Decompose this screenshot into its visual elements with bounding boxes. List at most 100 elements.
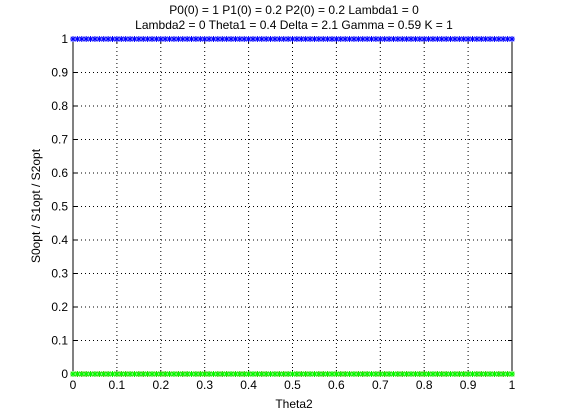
data-point-marker [105, 371, 112, 377]
y-tick-label: 0.7 [51, 133, 68, 147]
marker-stroke [382, 371, 388, 377]
marker-stroke [259, 36, 265, 42]
y-tick-label: 0.1 [51, 334, 68, 348]
marker-stroke [408, 371, 414, 377]
data-point-marker [447, 371, 454, 377]
data-point-marker [324, 371, 331, 377]
marker-stroke [145, 371, 151, 377]
marker-stroke [487, 371, 493, 377]
marker-stroke [184, 36, 190, 42]
marker-stroke [158, 36, 164, 42]
marker-stroke [325, 36, 331, 42]
data-point-marker [214, 371, 221, 377]
data-point-marker [280, 371, 287, 377]
marker-stroke [395, 36, 401, 42]
marker-stroke [311, 371, 318, 377]
y-tick-label: 0.5 [51, 200, 68, 214]
marker-stroke [87, 36, 94, 42]
marker-stroke [250, 371, 256, 377]
marker-stroke [140, 36, 146, 42]
marker-stroke [483, 371, 489, 377]
marker-stroke [202, 36, 208, 42]
marker-stroke [368, 36, 375, 42]
marker-stroke [206, 371, 212, 377]
marker-stroke [175, 371, 181, 377]
marker-stroke [276, 371, 282, 377]
marker-stroke [140, 371, 146, 377]
marker-stroke [355, 371, 361, 377]
y-tick-label: 0 [61, 367, 68, 381]
data-point-marker [399, 371, 406, 377]
marker-stroke [105, 36, 111, 42]
marker-stroke [307, 36, 313, 42]
marker-stroke [197, 371, 203, 377]
marker-stroke [70, 36, 76, 42]
marker-stroke [166, 36, 173, 42]
marker-stroke [254, 371, 260, 377]
marker-stroke [430, 371, 436, 377]
marker-stroke [430, 36, 436, 42]
x-tick-label: 0 [70, 378, 77, 392]
marker-stroke [404, 371, 410, 377]
marker-stroke [96, 36, 102, 42]
marker-stroke [469, 36, 476, 42]
marker-stroke [351, 371, 357, 377]
marker-stroke [79, 36, 85, 42]
chart-title-line-2: Lambda2 = 0 Theta1 = 0.4 Delta = 2.1 Gam… [135, 18, 453, 32]
marker-stroke [461, 36, 467, 42]
data-point-marker [487, 371, 494, 377]
chart-title-line-1: P0(0) = 1 P1(0) = 0.2 P2(0) = 0.2 Lambda… [169, 3, 419, 17]
marker-stroke [478, 371, 484, 377]
data-point-marker [509, 36, 515, 42]
marker-stroke [456, 371, 462, 377]
data-point-marker [460, 371, 467, 377]
x-tick-label: 0.6 [328, 378, 345, 392]
data-point-marker [346, 371, 353, 377]
marker-stroke [452, 36, 458, 42]
marker-stroke [228, 371, 234, 377]
x-tick-label: 0.5 [284, 378, 301, 392]
marker-stroke [149, 36, 155, 42]
marker-stroke [399, 371, 405, 377]
marker-stroke [171, 36, 177, 42]
marker-stroke [338, 36, 344, 42]
marker-stroke [474, 371, 480, 377]
marker-stroke [224, 371, 230, 377]
marker-stroke [382, 36, 388, 42]
marker-stroke [114, 36, 120, 42]
marker-stroke [96, 371, 102, 377]
marker-stroke [74, 36, 80, 42]
data-point-marker [285, 371, 292, 377]
data-point-marker [118, 371, 125, 377]
marker-stroke [434, 371, 440, 377]
marker-stroke [153, 371, 160, 377]
x-tick-label: 1 [509, 378, 516, 392]
marker-stroke [241, 36, 247, 42]
marker-stroke [166, 371, 173, 377]
marker-stroke [289, 36, 296, 42]
marker-stroke [417, 371, 423, 377]
marker-stroke [509, 371, 515, 377]
data-point-marker [197, 371, 204, 377]
data-point-marker [78, 36, 85, 42]
data-point-marker [109, 371, 116, 377]
data-point-marker [333, 36, 340, 42]
data-point-marker [460, 36, 467, 42]
marker-stroke [188, 371, 195, 377]
data-point-marker [140, 36, 147, 42]
marker-stroke [285, 36, 291, 42]
marker-stroke [188, 36, 195, 42]
marker-stroke [276, 36, 282, 42]
data-point-marker [298, 36, 305, 42]
marker-stroke [439, 36, 445, 42]
y-tick-label: 0.3 [51, 267, 68, 281]
marker-stroke [368, 371, 375, 377]
data-point-marker [390, 36, 397, 42]
marker-stroke [272, 371, 278, 377]
data-point-marker [223, 371, 230, 377]
data-point-marker [192, 36, 199, 42]
marker-stroke [346, 371, 353, 377]
data-point-marker [149, 371, 156, 377]
marker-stroke [298, 371, 304, 377]
